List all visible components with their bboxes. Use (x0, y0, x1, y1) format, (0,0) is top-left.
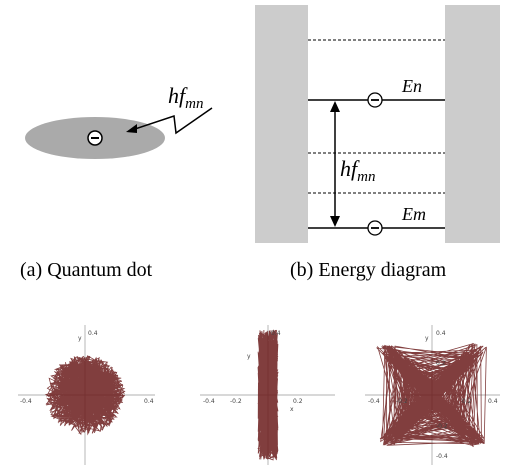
tick-label: 0.2 (436, 360, 446, 367)
virtual-levels (308, 40, 445, 193)
barrier (255, 5, 308, 243)
tick-label: 0.4 (488, 398, 498, 405)
tick-label: 0.4 (271, 330, 281, 337)
tick-label: -0.4 (20, 398, 32, 405)
trajectory (46, 356, 125, 434)
trajectory (258, 330, 278, 460)
tick-label: -0.2 (396, 398, 408, 405)
barrier (445, 5, 500, 243)
transition-label: hfmn (340, 156, 375, 185)
tick-label: -0.4 (203, 398, 215, 405)
tick-label: -0.4 (436, 453, 448, 460)
trajectories (46, 330, 487, 460)
axis-label: y (247, 353, 251, 360)
electrons (368, 93, 382, 235)
label-sub: mn (357, 169, 375, 185)
tick-label: 0.4 (88, 330, 98, 337)
axis-label: x (290, 406, 294, 413)
arrow-head (330, 216, 340, 227)
tick-label: 0.4 (436, 330, 446, 337)
axis-label: y (425, 335, 429, 342)
photon-label: hfmn (168, 83, 203, 112)
caption: (b) Energy diagram (290, 259, 447, 281)
arrow-head (330, 101, 340, 112)
tick-label: -0.2 (436, 423, 448, 430)
level-label: Em (401, 204, 426, 224)
axis-label: y (78, 335, 82, 342)
figure: hfmn (a) Quantum dot En Em hfmn (b) Ener… (0, 0, 506, 472)
level-label: En (401, 76, 422, 96)
tick-label: 0.2 (462, 398, 472, 405)
tick-label: -0.2 (230, 398, 242, 405)
tick-label: 0.2 (293, 398, 303, 405)
caption: (a) Quantum dot (20, 259, 153, 281)
tick-label: 0.4 (144, 398, 154, 405)
tick-label: -0.4 (368, 398, 380, 405)
label-sub: mn (185, 96, 203, 112)
